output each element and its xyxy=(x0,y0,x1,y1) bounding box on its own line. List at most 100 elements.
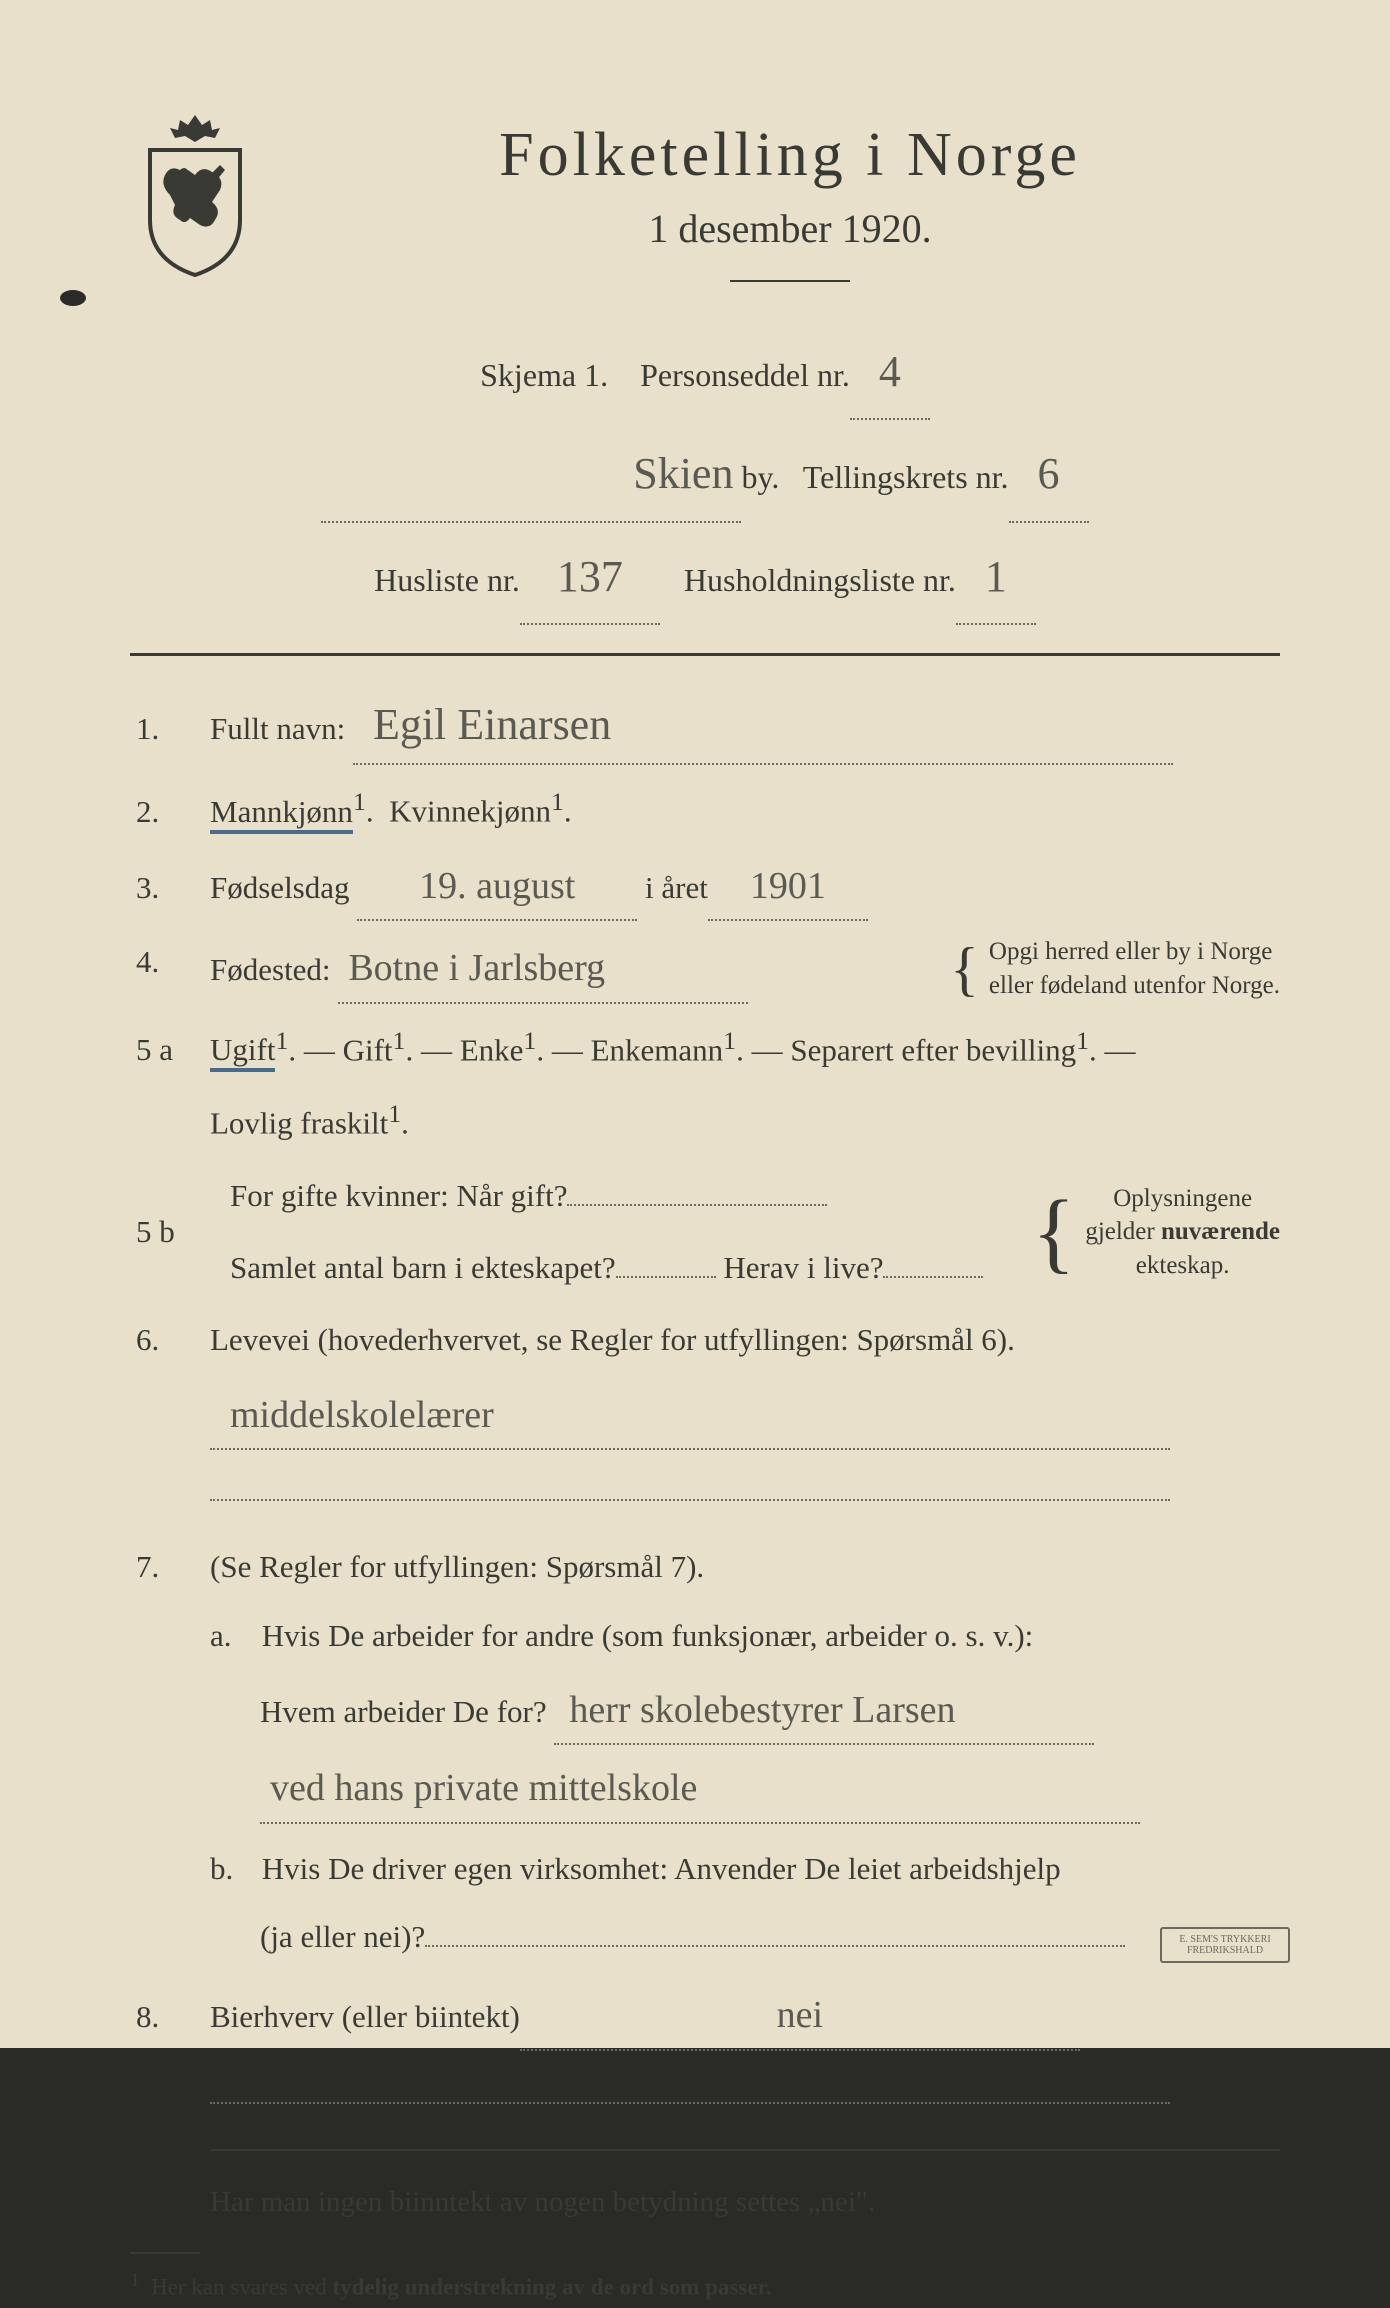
brace-icon: { xyxy=(950,942,979,996)
q7-row: 7. (Se Regler for utfyllingen: Spørsmål … xyxy=(130,1540,1280,1594)
q6-blank2 xyxy=(130,1464,1280,1518)
q6-value: middelskolelærer xyxy=(210,1382,1170,1451)
q7a-l2: Hvem arbeider De for? xyxy=(260,1694,547,1729)
by-label: by. xyxy=(741,459,779,495)
meta-line-2: Skienby. Tellingskrets nr.6 xyxy=(130,428,1280,522)
tail-divider xyxy=(210,2149,1280,2151)
q6-body: Levevei (hovederhvervet, se Regler for u… xyxy=(210,1313,1280,1367)
q5b-l2b: Herav i live? xyxy=(723,1250,883,1285)
husholdningsliste-label: Husholdningsliste nr. xyxy=(684,562,956,598)
header: Folketelling i Norge 1 desember 1920. xyxy=(130,110,1280,316)
q7b-l2: (ja eller nei)? xyxy=(260,1919,425,1954)
q8-body: Bierhverv (eller biintekt)nei xyxy=(210,1982,1280,2051)
q2-num: 2. xyxy=(130,785,210,839)
q7-num: 7. xyxy=(130,1540,210,1594)
q5a-row: 5 a Ugift1. — Gift1. — Enke1. — Enkemann… xyxy=(130,1018,1280,1078)
q7a: a. Hvis De arbeider for andre (som funks… xyxy=(130,1609,1280,1663)
q5a-opt3: Enkemann xyxy=(591,1032,724,1067)
document-page: Folketelling i Norge 1 desember 1920. Sk… xyxy=(0,0,1390,2048)
q3-num: 3. xyxy=(130,861,210,915)
q4-note-l1: Opgi herred eller by i Norge xyxy=(989,935,1280,969)
q8-value: nei xyxy=(520,1982,1080,2051)
coat-of-arms-icon xyxy=(130,110,260,280)
tellingskrets-nr: 6 xyxy=(1009,428,1089,522)
q7b-letter: b. xyxy=(210,1842,254,1896)
main-title: Folketelling i Norge xyxy=(300,120,1280,191)
q8-num: 8. xyxy=(130,1990,210,2044)
q1-value: Egil Einarsen xyxy=(353,686,1173,765)
q7b: b. Hvis De driver egen virksomhet: Anven… xyxy=(130,1842,1280,1896)
footnote-rule xyxy=(130,2252,200,2254)
form-meta: Skjema 1. Personseddel nr.4 Skienby. Tel… xyxy=(130,326,1280,625)
q7b-l1: Hvis De driver egen virksomhet: Anvender… xyxy=(262,1851,1061,1886)
printer-stamp: E. SEM'S TRYKKERI FREDRIKSHALD xyxy=(1160,1927,1290,1963)
q4-value: Botne i Jarlsberg xyxy=(338,935,748,1004)
q1-num: 1. xyxy=(130,702,210,756)
q2-sup1: 1 xyxy=(353,787,366,816)
q5a-opt1: Gift xyxy=(343,1032,393,1067)
q8-blank2 xyxy=(130,2067,1280,2121)
q7b-blank xyxy=(425,1945,1125,1947)
q3-label2: i året xyxy=(645,870,708,905)
q6-num: 6. xyxy=(130,1313,210,1367)
q7a-l2row: Hvem arbeider De for? herr skolebestyrer… xyxy=(130,1677,1280,1746)
q4-note: { Opgi herred eller by i Norge eller fød… xyxy=(950,935,1280,1003)
tail-note: Har man ingen biinntekt av nogen betydni… xyxy=(130,2177,1280,2228)
meta-line-3: Husliste nr.137 Husholdningsliste nr.1 xyxy=(130,531,1280,625)
husliste-label: Husliste nr. xyxy=(374,562,520,598)
main-divider xyxy=(130,653,1280,656)
q5a-opt0: Ugift xyxy=(210,1032,275,1072)
personseddel-nr: 4 xyxy=(850,326,930,420)
q1-row: 1. Fullt navn: Egil Einarsen xyxy=(130,686,1280,765)
q7a-val2row: ved hans private mittelskole xyxy=(130,1755,1280,1824)
q7b-l2row: (ja eller nei)? xyxy=(130,1910,1280,1964)
q5a-num: 5 a xyxy=(130,1023,210,1077)
q2-body: Mannkjønn1. Kvinnekjønn1. xyxy=(210,779,1280,839)
q2-row: 2. Mannkjønn1. Kvinnekjønn1. xyxy=(130,779,1280,839)
by-value: Skien xyxy=(321,428,741,522)
q5a-body: Ugift1. — Gift1. — Enke1. — Enkemann1. —… xyxy=(210,1018,1280,1078)
q3-value2: 1901 xyxy=(708,853,868,922)
q7a-l1: Hvis De arbeider for andre (som funksjon… xyxy=(262,1618,1034,1653)
q5b-note-l1: Oplysningene xyxy=(1085,1182,1280,1216)
q5b-blank1 xyxy=(567,1204,827,1206)
q5a-opt2: Enke xyxy=(460,1032,524,1067)
husliste-nr: 137 xyxy=(520,531,660,625)
husholdningsliste-nr: 1 xyxy=(956,531,1036,625)
q5b-body: For gifte kvinner: Når gift? Samlet anta… xyxy=(230,1169,1012,1296)
q6-label: Levevei (hovederhvervet, se Regler for u… xyxy=(210,1322,1015,1357)
title-block: Folketelling i Norge 1 desember 1920. xyxy=(300,110,1280,316)
q7a-letter: a. xyxy=(210,1609,254,1663)
q5b-blank3 xyxy=(883,1276,983,1278)
q1-body: Fullt navn: Egil Einarsen xyxy=(210,686,1280,765)
question-list: 1. Fullt navn: Egil Einarsen 2. Mannkjøn… xyxy=(130,686,1280,2308)
q5b-blank2 xyxy=(616,1276,716,1278)
skjema-label: Skjema 1. xyxy=(480,357,608,393)
q4-num: 4. xyxy=(130,935,210,989)
sub-title: 1 desember 1920. xyxy=(300,205,1280,252)
q7a-val1: herr skolebestyrer Larsen xyxy=(554,1677,1094,1746)
q5b-num: 5 b xyxy=(130,1205,210,1259)
q7-label: (Se Regler for utfyllingen: Spørsmål 7). xyxy=(210,1540,1280,1594)
tellingskrets-label: Tellingskrets nr. xyxy=(803,459,1009,495)
q2-sup2: 1 xyxy=(551,787,564,816)
q4-row: 4. Fødested: Botne i Jarlsberg { Opgi he… xyxy=(130,935,1280,1004)
q5b-note: { Oplysningene gjelder nuværende ekteska… xyxy=(1032,1182,1280,1283)
q3-body: Fødselsdag 19. august i året1901 xyxy=(210,853,1280,922)
q6-row: 6. Levevei (hovederhvervet, se Regler fo… xyxy=(130,1313,1280,1367)
q5b-l1: For gifte kvinner: Når gift? xyxy=(230,1178,567,1213)
q5b-note-l3: ekteskap. xyxy=(1085,1249,1280,1283)
personseddel-label: Personseddel nr. xyxy=(640,357,850,393)
q7a-val2: ved hans private mittelskole xyxy=(260,1755,1140,1824)
q5a-opt4: Separert efter bevilling xyxy=(790,1032,1076,1067)
q8-label: Bierhverv (eller biintekt) xyxy=(210,1999,520,2034)
q5a-opt5: Lovlig fraskilt xyxy=(210,1106,388,1141)
q6-value-row: middelskolelærer xyxy=(130,1382,1280,1451)
q2-opt1: Mannkjønn xyxy=(210,794,353,834)
hole-punch-dot xyxy=(60,290,86,306)
q1-label: Fullt navn: xyxy=(210,711,345,746)
brace-icon: { xyxy=(1032,1192,1075,1273)
q3-row: 3. Fødselsdag 19. august i året1901 xyxy=(130,853,1280,922)
q3-value1: 19. august xyxy=(357,853,637,922)
meta-line-1: Skjema 1. Personseddel nr.4 xyxy=(130,326,1280,420)
